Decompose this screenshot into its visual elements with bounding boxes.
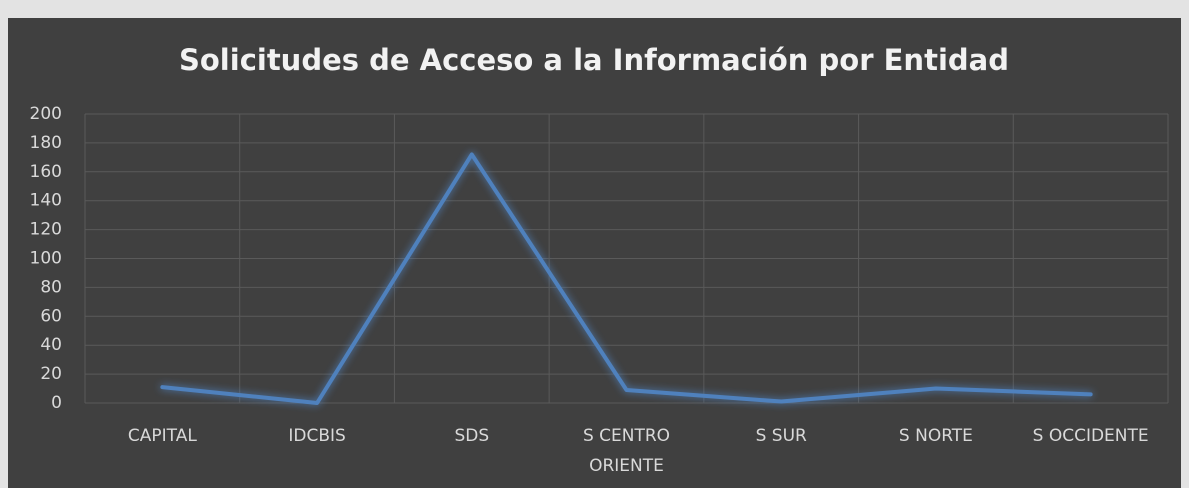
x-tick-label: CAPITAL [128,426,197,446]
y-tick-label: 120 [30,220,62,240]
y-tick-label: 20 [40,364,62,384]
y-tick-label: 80 [40,277,62,297]
y-tick-label: 40 [40,335,62,355]
y-tick-label: 160 [30,162,62,182]
y-tick-label: 200 [30,104,62,124]
y-tick-label: 0 [51,393,62,413]
x-tick-label: S OCCIDENTE [1033,426,1149,446]
y-tick-label: 100 [30,249,62,269]
chart-title: Solicitudes de Acceso a la Información p… [179,43,1009,77]
x-tick-label: S CENTRO ORIENTE [583,426,670,476]
x-tick-label: SDS [454,426,489,446]
y-tick-label: 180 [30,133,62,153]
chart-panel [8,18,1181,488]
x-tick-label: S SUR [756,426,807,446]
x-tick-label: S NORTE [899,426,973,446]
y-tick-label: 140 [30,191,62,211]
data-line [160,152,1093,405]
y-tick-label: 60 [40,306,62,326]
x-tick-label: IDCBIS [288,426,345,446]
